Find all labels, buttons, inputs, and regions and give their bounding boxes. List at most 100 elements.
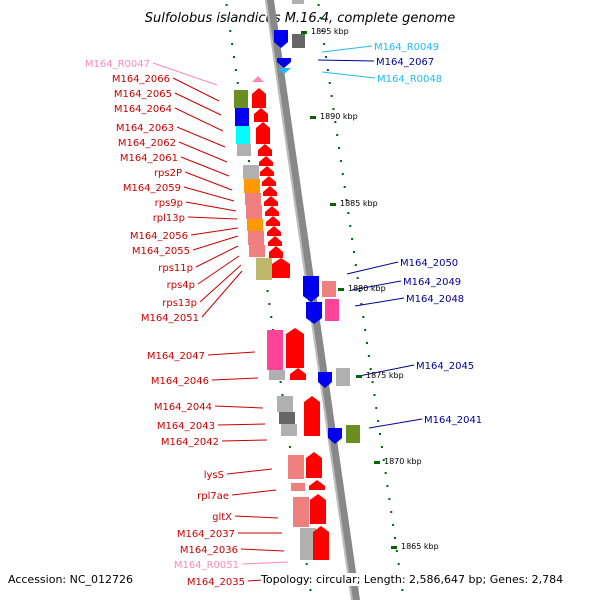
tick-dot (345, 199, 348, 201)
gene-label: M164_2065 (114, 89, 172, 100)
gene-label: M164_R0047 (85, 59, 150, 70)
forward-gene-arrow (290, 368, 306, 380)
cog-class-box (243, 165, 259, 179)
tick-dot (349, 225, 352, 227)
tick-dot (317, 4, 320, 6)
forward-gene-arrow (254, 108, 268, 122)
leader-line (354, 297, 405, 307)
forward-gene-arrow (306, 452, 322, 478)
gene-label: M164_R0051 (174, 560, 239, 571)
leader-line (152, 62, 218, 86)
reverse-gene-arrow (303, 276, 319, 302)
tick-dot (341, 173, 344, 175)
cog-class-box (325, 299, 339, 321)
tick-dot (229, 30, 232, 32)
kbp-label: 1875 kbp (366, 371, 404, 380)
tick-dot (334, 121, 337, 123)
tick-dot (328, 82, 331, 84)
leader-line (174, 92, 222, 116)
gene-label: M164_2035 (187, 577, 245, 588)
cog-class-box (235, 108, 249, 126)
gene-label: M164_2047 (147, 351, 205, 362)
topology-text: Topology: circular; Length: 2,586,647 bp… (261, 573, 564, 586)
cog-class-box (247, 219, 263, 231)
cog-class-box (300, 528, 316, 560)
tick-dot (338, 147, 341, 149)
cog-class-box (292, 0, 304, 4)
gene-label: M164_2037 (177, 529, 235, 540)
cog-class-box (269, 370, 285, 380)
cog-class-box (346, 425, 360, 443)
reverse-gene-arrow (274, 30, 288, 48)
forward-gene-arrow (304, 396, 320, 436)
tick-dot (382, 459, 385, 461)
leader-line (172, 77, 220, 102)
gene-label: M164_2046 (151, 376, 209, 387)
tick-dot (325, 56, 328, 58)
gene-label: M164_2041 (424, 415, 482, 426)
cog-class-box (292, 34, 305, 48)
tick-dot (354, 264, 357, 266)
tick-dot (330, 95, 333, 97)
tick-dot (367, 355, 370, 357)
leader-line (226, 468, 273, 475)
cog-class-box (256, 258, 272, 280)
leader-line (351, 280, 402, 291)
accession-text: Accession: NC_012726 (8, 573, 134, 586)
forward-gene-arrow (252, 88, 266, 108)
tick-dot (336, 134, 339, 136)
tick-dot (369, 368, 372, 370)
tick-dot (247, 160, 250, 162)
cog-class-box (288, 455, 304, 479)
tick-dot (380, 446, 383, 448)
kbp-label: 1865 kbp (401, 542, 439, 551)
forward-gene-arrow (272, 258, 290, 278)
leader-line (192, 235, 239, 251)
trna-forward-marker (252, 76, 264, 82)
forward-gene-arrow (269, 246, 283, 258)
gene-label: gltX (212, 512, 232, 523)
gene-label: M164_R0049 (374, 42, 439, 53)
cog-class-box (244, 179, 260, 193)
gene-label: M164_2062 (118, 138, 176, 149)
map-title: Sulfolobus islandicus M.16.4, complete g… (145, 11, 455, 26)
tick-dot (352, 251, 355, 253)
kbp-label: 1895 kbp (311, 27, 349, 36)
trna-reverse-marker (277, 68, 291, 74)
tick-dot (364, 329, 367, 331)
leader-line (346, 261, 399, 275)
tick-dot (270, 316, 273, 318)
leader-line (207, 351, 256, 356)
tick-dot (234, 69, 237, 71)
reverse-gene-arrow (318, 372, 332, 388)
tick-dot (390, 511, 393, 513)
gene-labels: M164_R0047 M164_2066 M164_2065 M164_2064 M16… (85, 42, 482, 588)
tick-dot (358, 290, 361, 292)
leader-line (368, 418, 423, 429)
leader-line (197, 255, 240, 285)
cog-class-box (291, 483, 305, 491)
leader-line (211, 377, 259, 381)
cog-class-box (267, 330, 283, 370)
leader-line (199, 264, 242, 303)
forward-gene-arrow (309, 480, 325, 490)
leader-line (178, 141, 228, 163)
tick-dot (393, 537, 396, 539)
cog-class-box (281, 424, 297, 436)
gene-label: rpl7ae (197, 491, 229, 502)
gene-label: M164_2059 (123, 183, 181, 194)
tick-dot (323, 43, 326, 45)
forward-gene-arrow (262, 176, 276, 186)
tick-dot (268, 303, 271, 305)
leader-line (234, 515, 279, 519)
tick-dot (388, 498, 391, 500)
major-tick (310, 116, 316, 119)
tick-dot (366, 342, 369, 344)
forward-gene-arrow (263, 186, 277, 196)
forward-gene-arrow (267, 226, 281, 236)
cog-class-box (249, 245, 265, 257)
tick-dot (379, 433, 382, 435)
tick-dot (347, 212, 350, 214)
gene-label: M164_2051 (141, 313, 199, 324)
cog-class-box (279, 412, 295, 424)
